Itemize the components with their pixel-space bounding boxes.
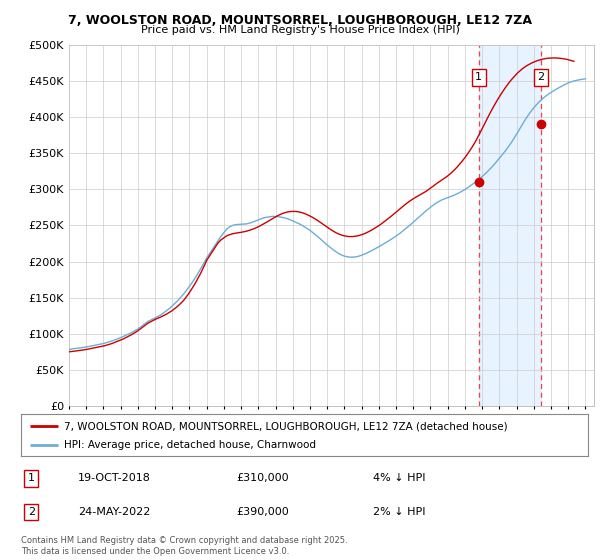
Text: Price paid vs. HM Land Registry's House Price Index (HPI): Price paid vs. HM Land Registry's House … [140, 25, 460, 35]
Text: HPI: Average price, detached house, Charnwood: HPI: Average price, detached house, Char… [64, 440, 316, 450]
Text: 2: 2 [28, 507, 35, 517]
Text: 2% ↓ HPI: 2% ↓ HPI [373, 507, 425, 517]
Text: 2: 2 [537, 72, 544, 82]
Text: 4% ↓ HPI: 4% ↓ HPI [373, 473, 425, 483]
Text: £310,000: £310,000 [236, 473, 289, 483]
Text: 24-MAY-2022: 24-MAY-2022 [78, 507, 150, 517]
Text: £390,000: £390,000 [236, 507, 289, 517]
Text: 7, WOOLSTON ROAD, MOUNTSORREL, LOUGHBOROUGH, LE12 7ZA (detached house): 7, WOOLSTON ROAD, MOUNTSORREL, LOUGHBORO… [64, 421, 507, 431]
Text: 19-OCT-2018: 19-OCT-2018 [78, 473, 151, 483]
Text: 7, WOOLSTON ROAD, MOUNTSORREL, LOUGHBOROUGH, LE12 7ZA: 7, WOOLSTON ROAD, MOUNTSORREL, LOUGHBORO… [68, 14, 532, 27]
Bar [479, 45, 541, 406]
Text: Contains HM Land Registry data © Crown copyright and database right 2025.
This d: Contains HM Land Registry data © Crown c… [21, 536, 347, 556]
Text: 1: 1 [475, 72, 482, 82]
Text: 1: 1 [28, 473, 35, 483]
